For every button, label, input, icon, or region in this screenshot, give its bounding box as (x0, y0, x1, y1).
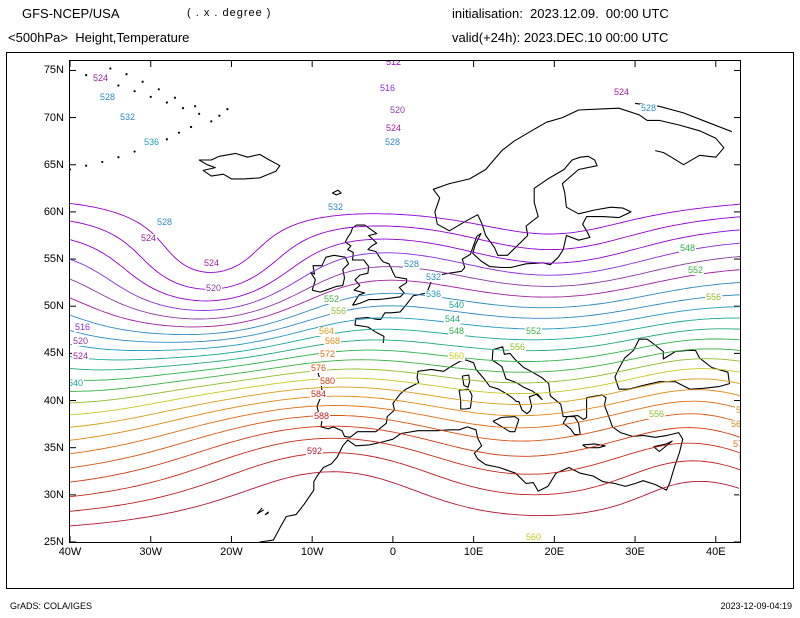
contour-label: 556 (705, 292, 723, 302)
y-axis-tick: 55N (43, 253, 64, 266)
chart-frame (6, 52, 794, 589)
x-axis-tick: 20W (220, 546, 243, 558)
x-axis-tick: 10E (463, 546, 484, 558)
contour-label: 524 (92, 73, 110, 83)
contour-label: 524 (385, 123, 403, 133)
contour-label: 524 (203, 258, 221, 268)
units-label: ( . x . degree ) (187, 7, 272, 19)
contour-label: 568 (730, 420, 740, 429)
y-axis-tick: 65N (43, 158, 64, 171)
contour-label: 552 (323, 294, 341, 304)
level-field-title: <500hPa> Height,Temperature (8, 30, 190, 45)
contour-label: 556 (330, 306, 348, 316)
contour-label: 572 (732, 440, 740, 449)
contour-label: 560 (525, 532, 543, 542)
contour-label: 584 (310, 389, 328, 399)
y-axis-tick: 50N (43, 300, 64, 313)
y-axis-tick: 60N (43, 205, 64, 218)
contour-label: 532 (327, 202, 345, 212)
initialisation-label: initialisation: 2023.12.09. 00:00 UTC (452, 6, 669, 21)
contour-label: 528 (640, 103, 658, 113)
contour-label: 528 (99, 92, 117, 102)
contour-label: 528 (403, 259, 421, 269)
x-axis-tick: 20E (544, 546, 565, 558)
contour-label: 560 (448, 351, 466, 361)
contour-label: 544 (444, 314, 462, 324)
valid-time-label: valid(+24h): 2023.DEC.10 00:00 UTC (452, 30, 669, 45)
contour-label: 516 (74, 322, 92, 332)
contour-label: 592 (306, 446, 324, 456)
x-axis-tick: 30W (139, 546, 163, 558)
model-title: GFS-NCEP/USA (22, 6, 120, 21)
contour-label: 524 (613, 87, 631, 97)
map-plot-area: 524 528 532 536 512 516 520 524 528 524 528 532 528 5… (69, 60, 741, 543)
map-contours (70, 61, 740, 542)
y-axis-tick: 30N (43, 488, 64, 501)
x-axis-tick: 10W (300, 546, 324, 558)
credit-label: GrADS: COLA/IGES (10, 601, 93, 611)
contour-label: 512 (385, 60, 403, 67)
contour-label: 552 (525, 326, 543, 336)
contour-label: 528 (156, 217, 174, 227)
x-axis-tick: 40E (705, 546, 726, 558)
contour-label: 532 (119, 112, 137, 122)
x-axis-tick: 30E (625, 546, 645, 558)
y-axis-tick: 40N (43, 394, 64, 407)
contour-label: 536 (425, 289, 443, 299)
contour-label: 520 (72, 336, 90, 346)
contour-label: 548 (679, 243, 697, 253)
y-axis-tick: 35N (43, 441, 64, 454)
contour-label: 552 (687, 265, 705, 275)
contour-label: 564 (735, 406, 740, 415)
contour-label: 540 (69, 378, 85, 388)
contour-label: 588 (313, 411, 331, 421)
contour-label: 580 (739, 486, 740, 495)
contour-label: 536 (143, 137, 161, 147)
x-axis-tick: 40W (58, 546, 82, 558)
contour-label: 576 (738, 454, 740, 463)
contour-label: 524 (72, 351, 90, 361)
contour-label: 556 (509, 342, 527, 352)
contour-label: 584 (739, 513, 740, 522)
contour-label: 572 (319, 349, 337, 359)
contour-label: 524 (140, 233, 158, 243)
x-axis-tick: 0 (389, 546, 396, 558)
y-axis-tick: 70N (43, 111, 64, 124)
y-axis-tick: 75N (43, 64, 64, 77)
contour-label: 548 (448, 326, 466, 336)
timestamp-label: 2023-12-09-04:19 (720, 601, 792, 611)
contour-label: 532 (425, 272, 443, 282)
contour-label: 556 (648, 409, 666, 419)
contour-label: 516 (379, 83, 397, 93)
contour-label: 520 (205, 283, 223, 293)
contour-label: 528 (384, 137, 402, 147)
contour-label: 540 (448, 300, 466, 310)
contour-label: 576 (310, 363, 328, 373)
contour-label: 568 (324, 336, 342, 346)
y-axis-tick: 25N (43, 536, 64, 548)
y-axis-tick: 45N (43, 347, 64, 360)
contour-label: 564 (318, 326, 336, 336)
contour-label: 520 (389, 105, 407, 115)
contour-label: 580 (319, 376, 337, 386)
